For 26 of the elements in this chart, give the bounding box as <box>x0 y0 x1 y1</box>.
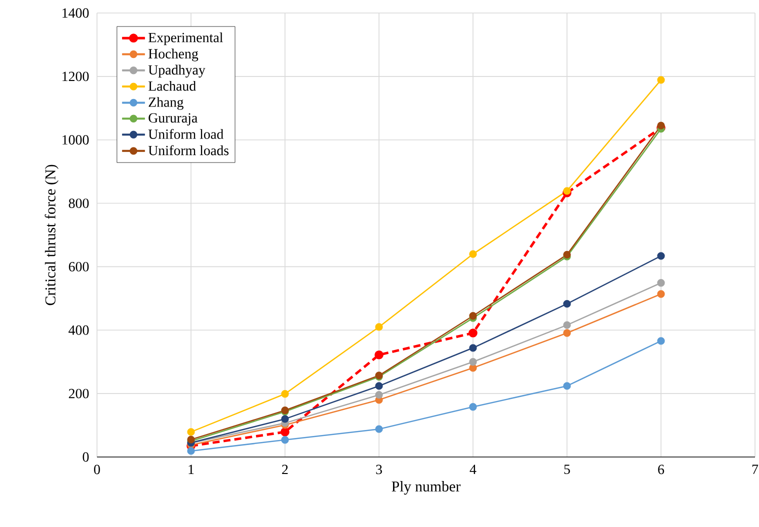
y-tick-label: 1200 <box>62 72 89 82</box>
x-tick-label: 0 <box>94 464 100 474</box>
x-tick-label: 5 <box>564 464 570 474</box>
x-tick-label: 6 <box>658 464 664 474</box>
y-axis-title: Critical thrust force (N) <box>44 164 58 306</box>
legend-label: Hocheng <box>148 48 198 62</box>
legend-label: Uniform load <box>148 128 224 139</box>
legend-label: Uniform loads <box>148 145 229 156</box>
x-tick-label: 3 <box>376 464 382 474</box>
y-tick-label: 400 <box>68 325 89 335</box>
legend-label: Experimental <box>148 32 223 46</box>
legend-label: Lachaud <box>148 80 196 91</box>
y-tick-label: 1400 <box>62 8 89 18</box>
y-tick-label: 0 <box>82 452 89 462</box>
y-tick-label: 1000 <box>62 135 89 145</box>
legend-label: Gururaja <box>148 113 198 126</box>
x-axis-title: Ply number <box>392 481 461 495</box>
y-tick-label: 800 <box>68 198 89 208</box>
x-tick-label: 4 <box>470 464 476 474</box>
legend-label: Upadhyay <box>148 64 206 78</box>
y-tick-label: 200 <box>68 388 89 398</box>
x-tick-label: 1 <box>188 464 194 474</box>
x-tick-label: 2 <box>282 464 288 474</box>
y-tick-label: 600 <box>68 262 89 272</box>
x-tick-label: 7 <box>752 464 758 474</box>
legend-label: Zhang <box>148 97 184 110</box>
